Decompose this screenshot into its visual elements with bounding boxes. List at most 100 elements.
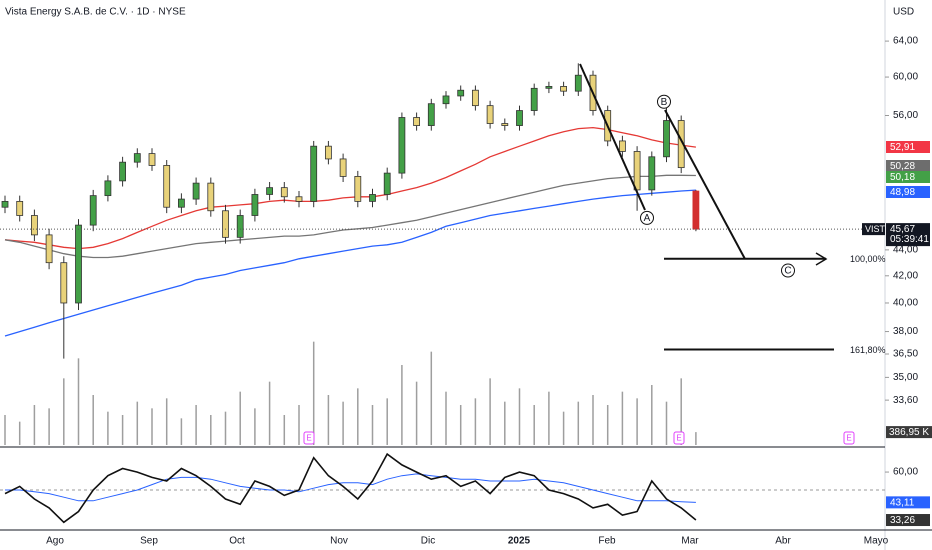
- candle-body: [574, 74, 582, 92]
- chart-title: Vista Energy S.A.B. de C.V. · 1D · NYSE: [5, 7, 186, 18]
- candle-body: [207, 182, 215, 212]
- y-tick-label: 33,60: [893, 395, 918, 406]
- x-tick-label: Nov: [330, 536, 348, 547]
- candle-body: [354, 176, 362, 202]
- volume-bar: [518, 388, 521, 445]
- moving-average: [4, 174, 696, 259]
- volume-bar: [489, 378, 491, 445]
- price-label: 50,28: [890, 161, 915, 172]
- volume-bar: [224, 411, 227, 445]
- x-tick-label: 2025: [508, 536, 531, 547]
- rsi-label: 43,11: [890, 497, 915, 508]
- candle-body: [398, 117, 406, 174]
- y-tick-label: 38,00: [893, 326, 918, 337]
- candle-body: [60, 262, 68, 304]
- volume-bar: [504, 401, 506, 445]
- candle-body: [266, 187, 274, 195]
- y-tick-label: 64,00: [893, 36, 918, 47]
- candle-body: [163, 165, 171, 208]
- candle-body: [663, 120, 670, 158]
- volume-bar: [459, 405, 462, 445]
- rsi-label-box: [886, 514, 930, 527]
- x-tick-label: Oct: [229, 536, 245, 547]
- volume-bar: [606, 405, 609, 445]
- candle-body: [501, 123, 509, 126]
- volume-label: 386,95 K: [889, 427, 929, 438]
- volume-bar: [533, 405, 535, 445]
- candle-body: [442, 95, 450, 105]
- candle-body: [89, 195, 97, 226]
- volume-bar: [18, 421, 21, 445]
- volume-bar: [312, 341, 315, 445]
- volume-bar: [210, 415, 212, 445]
- price-label-box: [886, 171, 930, 183]
- volume-bar: [577, 401, 580, 445]
- arrow-head: [815, 252, 828, 266]
- earnings-box: [303, 431, 315, 445]
- fib-label: 100,00%: [850, 254, 886, 264]
- moving-average: [4, 126, 696, 250]
- y-tick-label: 35,00: [893, 372, 918, 383]
- volume-bar: [151, 408, 153, 445]
- volume-bar: [4, 415, 6, 445]
- y-tick-label: 56,00: [893, 110, 918, 121]
- volume-bar: [401, 365, 403, 445]
- volume-bar: [327, 395, 330, 445]
- candle-body: [133, 153, 141, 163]
- x-tick-label: Abr: [775, 536, 791, 547]
- rsi-tick-label: 60,00: [893, 467, 918, 478]
- candle-body: [633, 151, 641, 191]
- volume-bar: [562, 411, 565, 445]
- countdown: 05:39:41: [890, 234, 929, 245]
- last-price-box: [886, 223, 930, 247]
- volume-bar: [180, 418, 183, 445]
- volume-bar: [680, 378, 682, 445]
- candle-body: [148, 153, 156, 166]
- candle-body: [339, 158, 347, 177]
- volume-label-box: [886, 426, 932, 439]
- candle-body: [324, 145, 332, 160]
- volume-bar: [695, 432, 697, 445]
- trend-line: [664, 109, 746, 260]
- volume-bar: [474, 398, 477, 445]
- volume-bar: [121, 415, 124, 445]
- candle-body: [619, 140, 626, 152]
- candle-body: [1, 200, 9, 208]
- wave-point: [781, 263, 795, 278]
- volume-bar: [77, 358, 80, 445]
- rsi-ma-line: [5, 473, 696, 503]
- volume-bar: [357, 388, 359, 445]
- candle-body: [104, 180, 112, 197]
- volume-bar: [386, 398, 388, 445]
- currency: USD: [893, 7, 914, 18]
- price-label: 50,18: [890, 172, 915, 183]
- volume-bar: [371, 405, 374, 445]
- candle-body: [45, 234, 53, 264]
- candle-body: [457, 89, 465, 97]
- candle-body: [236, 215, 244, 238]
- earnings-marker: E: [676, 434, 681, 443]
- candle-body: [177, 198, 185, 208]
- candle-body: [692, 190, 700, 230]
- candle-body: [280, 187, 288, 198]
- earnings-marker: E: [306, 434, 311, 443]
- last-price-label: 45,67: [890, 224, 915, 235]
- candle-body: [516, 110, 523, 126]
- price-label: 52,91: [890, 142, 915, 153]
- candle-body: [30, 215, 38, 236]
- wave-label: A: [644, 213, 651, 224]
- y-tick-label: 36,50: [893, 349, 918, 360]
- volume-bar: [165, 398, 168, 445]
- candle-body: [75, 224, 82, 304]
- volume-bar: [283, 415, 286, 445]
- price-label: 48,98: [890, 187, 915, 198]
- volume-bar: [254, 408, 256, 445]
- volume-bar: [298, 405, 300, 445]
- candle-body: [560, 86, 567, 92]
- candle-body: [383, 172, 391, 195]
- volume-bar: [239, 391, 241, 445]
- price-label-box: [886, 186, 930, 198]
